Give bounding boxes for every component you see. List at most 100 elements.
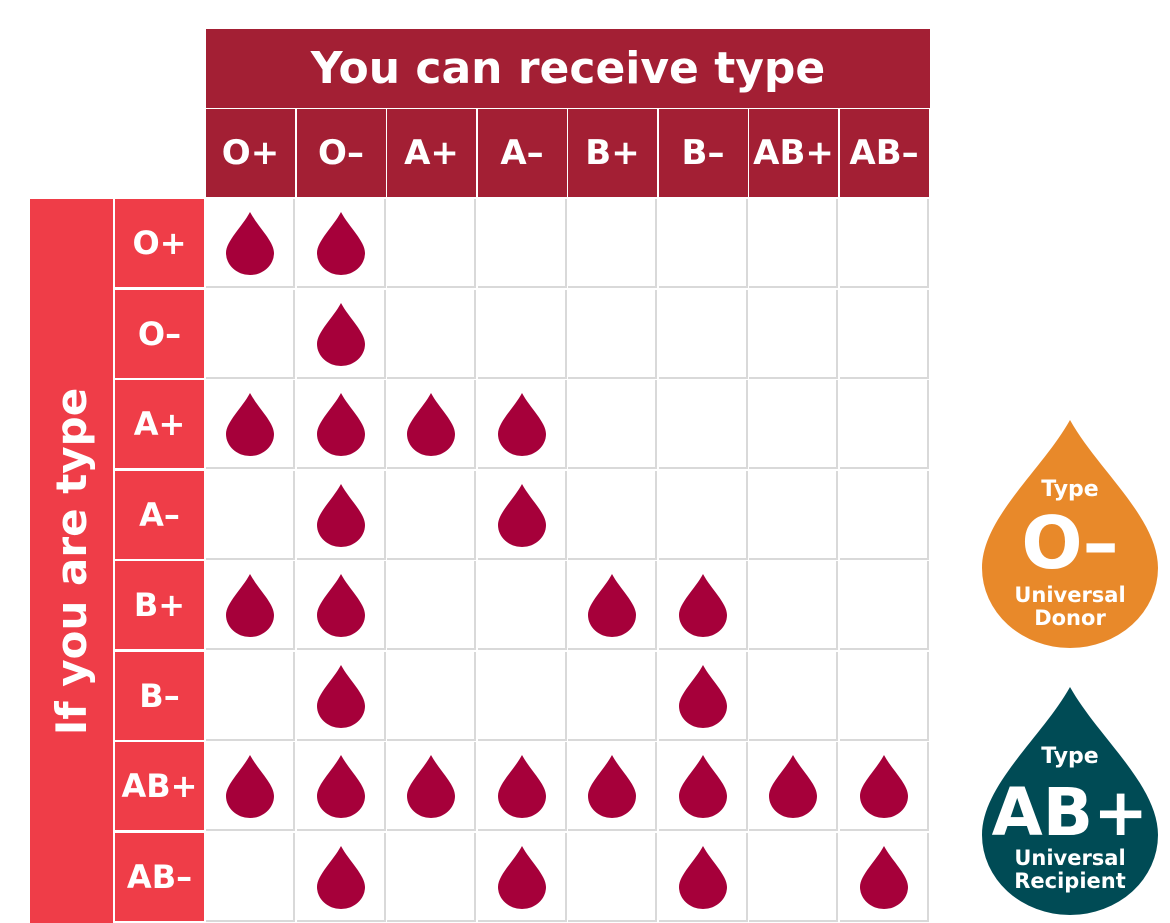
grid-cell bbox=[749, 470, 838, 560]
grid-cell bbox=[477, 380, 567, 469]
grid-cell bbox=[568, 832, 657, 922]
grid-cell bbox=[749, 289, 838, 379]
grid-cell bbox=[296, 289, 386, 379]
column-header: O+ bbox=[206, 109, 295, 197]
blood-drop-icon bbox=[678, 755, 727, 818]
blood-drop-icon bbox=[316, 393, 365, 456]
side-bar bbox=[30, 199, 113, 923]
blood-drop-icon bbox=[316, 755, 365, 818]
grid-cell bbox=[568, 289, 657, 379]
blood-drop-icon bbox=[316, 664, 365, 728]
blood-drop-icon bbox=[497, 845, 546, 909]
grid-cell bbox=[568, 199, 657, 288]
grid-cell bbox=[568, 561, 657, 650]
blood-drop-icon bbox=[316, 302, 365, 366]
blood-drop-icon bbox=[678, 845, 727, 909]
grid-cell bbox=[387, 742, 476, 831]
universal-recipient-badge: Type AB+ Universal Recipient bbox=[982, 687, 1158, 915]
header-title: You can receive type bbox=[206, 29, 930, 108]
grid-cell bbox=[206, 742, 295, 831]
grid-cell bbox=[568, 742, 657, 831]
grid-cell bbox=[839, 832, 929, 922]
donor-badge-label: Type bbox=[1041, 477, 1098, 502]
column-header: A+ bbox=[387, 109, 476, 197]
row-header: A+ bbox=[115, 380, 204, 468]
blood-drop-icon bbox=[226, 574, 274, 637]
grid-cell bbox=[387, 380, 476, 469]
row-header: B+ bbox=[115, 561, 204, 649]
grid-cell bbox=[658, 470, 748, 560]
blood-drop-icon bbox=[859, 755, 908, 818]
blood-drop-icon bbox=[678, 664, 727, 728]
compatibility-grid bbox=[206, 199, 930, 923]
grid-cell bbox=[839, 470, 929, 560]
recipient-badge-type: AB+ bbox=[992, 774, 1149, 851]
recipient-badge-label: Type bbox=[1041, 744, 1098, 769]
donor-badge-type: O– bbox=[1021, 501, 1118, 585]
grid-cell bbox=[658, 832, 748, 922]
row-header: A– bbox=[115, 470, 204, 559]
universal-donor-badge: Type O– Universal Donor bbox=[982, 420, 1158, 648]
grid-cell bbox=[749, 742, 838, 831]
grid-cell bbox=[387, 832, 476, 922]
grid-cell bbox=[477, 289, 567, 379]
grid-cell bbox=[477, 470, 567, 560]
blood-drop-icon bbox=[588, 755, 636, 818]
grid-cell bbox=[296, 470, 386, 560]
blood-drop-icon bbox=[769, 755, 817, 818]
grid-cell bbox=[658, 289, 748, 379]
donor-drop-shape bbox=[982, 420, 1158, 648]
column-header: AB+ bbox=[749, 109, 838, 197]
grid-cell bbox=[387, 289, 476, 379]
grid-cell bbox=[296, 832, 386, 922]
grid-cell bbox=[568, 380, 657, 469]
grid-cell bbox=[296, 651, 386, 741]
grid-cell bbox=[749, 832, 838, 922]
grid-cell bbox=[658, 742, 748, 831]
blood-drop-icon bbox=[588, 574, 636, 637]
row-header: O– bbox=[115, 289, 204, 378]
grid-cell bbox=[749, 380, 838, 469]
grid-cell bbox=[206, 380, 295, 469]
blood-drop-icon bbox=[316, 483, 365, 547]
column-header: B+ bbox=[568, 109, 657, 197]
blood-drop-icon bbox=[226, 212, 274, 275]
donor-badge-caption-2: Donor bbox=[1034, 606, 1106, 630]
blood-drop-icon bbox=[497, 483, 546, 547]
recipient-drop-shape bbox=[982, 687, 1158, 915]
side-title: If you are type bbox=[47, 387, 97, 735]
grid-cell bbox=[839, 651, 929, 741]
grid-cell bbox=[206, 199, 295, 288]
grid-cell bbox=[749, 199, 838, 288]
grid-cell bbox=[206, 289, 295, 379]
side-title-wrap: If you are type bbox=[30, 199, 113, 923]
grid-cell bbox=[387, 561, 476, 650]
blood-drop-icon bbox=[226, 393, 274, 456]
row-header: B– bbox=[115, 651, 204, 740]
grid-cell bbox=[387, 199, 476, 288]
recipient-badge-caption-2: Recipient bbox=[1014, 869, 1126, 893]
grid-cell bbox=[477, 199, 567, 288]
recipient-badge-caption-1: Universal bbox=[1014, 846, 1125, 870]
blood-drop-icon bbox=[859, 845, 908, 909]
grid-cell bbox=[839, 561, 929, 650]
blood-drop-icon bbox=[407, 755, 455, 818]
grid-cell bbox=[296, 199, 386, 288]
blood-drop-icon bbox=[407, 393, 455, 456]
column-header: A– bbox=[477, 109, 567, 197]
blood-drop-icon bbox=[226, 755, 274, 818]
blood-drop-icon bbox=[497, 393, 546, 456]
grid-cell bbox=[568, 470, 657, 560]
blood-drop-icon bbox=[678, 574, 727, 637]
grid-cell bbox=[206, 561, 295, 650]
row-header: AB+ bbox=[115, 742, 204, 830]
grid-cell bbox=[296, 742, 386, 831]
grid-cell bbox=[296, 380, 386, 469]
blood-drop-icon bbox=[316, 845, 365, 909]
column-header: O– bbox=[296, 109, 386, 197]
row-header: O+ bbox=[115, 199, 204, 287]
column-header: B– bbox=[658, 109, 748, 197]
blood-drop-icon bbox=[497, 755, 546, 818]
grid-cell bbox=[658, 561, 748, 650]
grid-cell bbox=[206, 832, 295, 922]
